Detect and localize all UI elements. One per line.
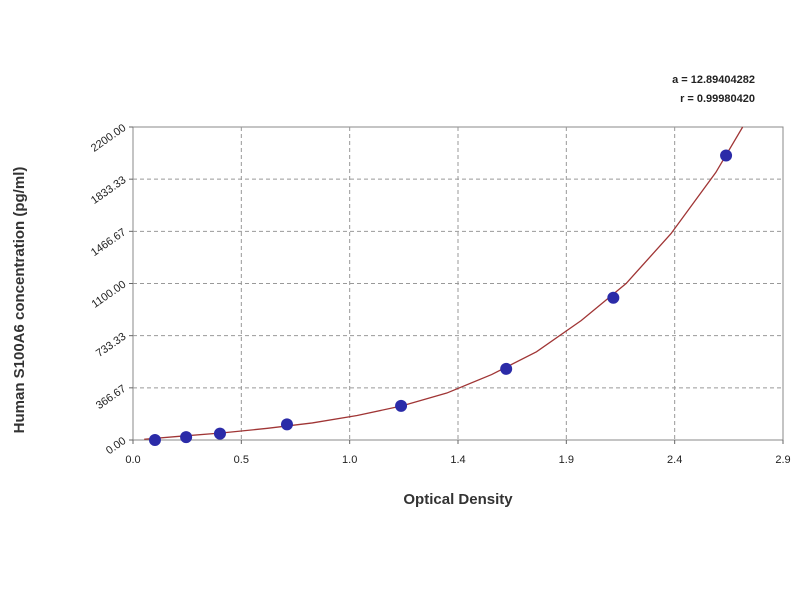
annotation: r = 0.99980420 — [680, 93, 755, 105]
data-point — [213, 427, 226, 440]
y-tick-label: 1833.33 — [89, 174, 128, 207]
data-point — [607, 291, 620, 304]
y-tick-label: 2200.00 — [89, 122, 128, 155]
data-point — [500, 362, 513, 375]
x-tick-label: 2.4 — [667, 454, 682, 466]
data-point — [720, 149, 733, 162]
y-axis-label: Human S100A6 concentration (pg/ml) — [11, 167, 28, 434]
x-tick-label: 0.5 — [234, 454, 249, 466]
y-tick-label: 1466.67 — [89, 226, 128, 259]
y-tick-label: 733.33 — [94, 331, 128, 360]
x-tick-label: 2.9 — [775, 454, 790, 466]
x-tick-label: 1.9 — [559, 454, 574, 466]
x-axis-label: Optical Density — [403, 491, 513, 508]
x-tick-label: 1.0 — [342, 454, 357, 466]
data-point — [280, 418, 293, 431]
data-point — [148, 434, 161, 446]
x-tick-label: 1.4 — [450, 454, 465, 466]
y-tick-label: 1100.00 — [90, 279, 129, 311]
data-point — [395, 399, 408, 412]
y-tick-label: 366.67 — [94, 383, 128, 412]
annotation: a = 12.89404282 — [672, 74, 755, 86]
fit-curve — [144, 126, 744, 440]
x-tick-label: 0.0 — [125, 454, 140, 466]
data-point — [180, 431, 193, 444]
